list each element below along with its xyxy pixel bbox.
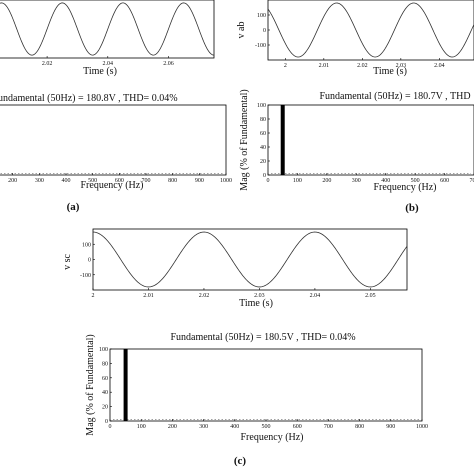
x-tick-label: 300 [199, 424, 208, 430]
x-axis-label: Frequency (Hz) [240, 432, 303, 443]
y-tick-label: 60 [260, 131, 266, 137]
x-tick-label: 700 [142, 178, 151, 184]
x-tick-label: 600 [115, 178, 124, 184]
y-tick-label: 60 [102, 376, 108, 382]
x-tick-label: 400 [230, 424, 239, 430]
x-tick-label: 2.02 [357, 63, 368, 69]
plot-frame [267, 104, 474, 176]
y-tick-label: -100 [80, 273, 91, 279]
panel-c-top: 2 2.01 2.02 2.03 2.04 2.05 100 0 -100 Time (s) v s… [62, 228, 408, 309]
series-line [267, 2, 474, 58]
plot-frame [267, 0, 474, 61]
y-axis-label: v sc [62, 254, 73, 270]
y-tick-label: 20 [102, 405, 108, 411]
caption-a: (a) [67, 201, 80, 213]
y-axis-label: Mag (% of Fundamental) [239, 89, 250, 190]
x-tick-label: 800 [355, 424, 364, 430]
x-tick-label: 300 [352, 178, 361, 184]
x-axis-label: Time (s) [373, 66, 407, 77]
y-tick-label: 40 [260, 145, 266, 151]
y-tick-label: 0 [263, 173, 266, 179]
caption-c: (c) [234, 455, 247, 467]
y-tick-label: 0 [105, 419, 108, 425]
plot-frame [0, 0, 215, 59]
x-tick-label: 2.01 [143, 293, 154, 299]
chart-title: Fundamental (50Hz) = 180.7V , THD [319, 91, 470, 102]
caption-b: (b) [405, 202, 419, 214]
fundamental-bar [280, 105, 285, 175]
series-line [0, 2, 215, 56]
x-axis-label: Frequency (Hz) [373, 182, 436, 193]
x-tick-label: 2.04 [103, 61, 114, 67]
panel-a-bottom: 200 300 400 500 600 700 800 900 1000 Fundamental … [0, 93, 232, 191]
x-tick-label: 800 [168, 178, 177, 184]
x-axis-label: Time (s) [83, 66, 117, 77]
plot-frame [92, 228, 408, 291]
y-axis-label: v ab [236, 22, 247, 39]
x-tick-label: 200 [8, 178, 17, 184]
x-tick-label: 100 [137, 424, 146, 430]
x-tick-label: 2.03 [254, 293, 265, 299]
x-tick-label: 1000 [220, 178, 232, 184]
x-tick-label: 2 [284, 63, 287, 69]
chart-title: Fundamental (50Hz) = 180.8V , THD= 0.04% [0, 93, 178, 104]
y-tick-label: -100 [255, 43, 266, 49]
x-tick-label: 600 [440, 178, 449, 184]
x-tick-label: 500 [411, 178, 420, 184]
y-tick-label: 100 [257, 13, 266, 19]
x-tick-label: 2.01 [319, 63, 330, 69]
x-tick-label: 2.04 [434, 63, 445, 69]
y-tick-label: 0 [88, 258, 91, 264]
x-tick-label: 600 [293, 424, 302, 430]
x-tick-label: 300 [35, 178, 44, 184]
x-tick-label: 500 [88, 178, 97, 184]
series-line [92, 231, 408, 288]
x-tick-label: 2.02 [42, 61, 53, 67]
panel-b-bottom: 0100200300400500600700100806040200Fundam… [239, 89, 474, 193]
y-axis-label: Mag (% of Fundamental) [85, 334, 96, 435]
plot-frame [109, 348, 423, 422]
y-tick-label: 100 [82, 242, 91, 248]
x-tick-label: 2.04 [310, 293, 321, 299]
x-tick-label: 2.05 [365, 293, 376, 299]
y-tick-label: 80 [102, 361, 108, 367]
x-tick-label: 400 [62, 178, 71, 184]
x-tick-label: 0 [267, 178, 270, 184]
chart-title: Fundamental (50Hz) = 180.5V , THD= 0.04% [170, 332, 355, 343]
x-tick-label: 100 [293, 178, 302, 184]
y-tick-label: 100 [99, 347, 108, 353]
fundamental-bar [123, 349, 128, 421]
x-tick-label: 400 [381, 178, 390, 184]
x-tick-label: 1000 [416, 424, 428, 430]
x-tick-label: 2.02 [199, 293, 210, 299]
x-tick-label: 900 [386, 424, 395, 430]
panel-c-bottom: 0 100 200 300 400 500 600 700 800 900 100010080604… [85, 332, 428, 443]
plot-frame [0, 104, 227, 176]
x-axis-label: Time (s) [239, 298, 273, 309]
y-tick-label: 0 [263, 28, 266, 34]
panel-b-top: 2 2.01 2.02 2.03 2.04 100 0 -100 Time (s) v ab [236, 0, 474, 77]
x-tick-label: 200 [168, 424, 177, 430]
x-tick-label: 700 [324, 424, 333, 430]
x-tick-label: 200 [322, 178, 331, 184]
y-tick-label: 40 [102, 390, 108, 396]
panel-a-top: 2.02 2.04 2.06 Time (s) [0, 0, 215, 77]
x-tick-label: 2 [92, 293, 95, 299]
x-tick-label: 700 [470, 178, 474, 184]
x-tick-label: 2.06 [163, 61, 174, 67]
x-axis-label: Frequency (Hz) [80, 180, 143, 191]
y-tick-label: 100 [257, 103, 266, 109]
x-tick-label: 2.03 [396, 63, 407, 69]
y-tick-label: 20 [260, 159, 266, 165]
x-tick-label: 900 [195, 178, 204, 184]
y-tick-label: 80 [260, 117, 266, 123]
x-tick-label: 0 [109, 424, 112, 430]
x-tick-label: 500 [262, 424, 271, 430]
